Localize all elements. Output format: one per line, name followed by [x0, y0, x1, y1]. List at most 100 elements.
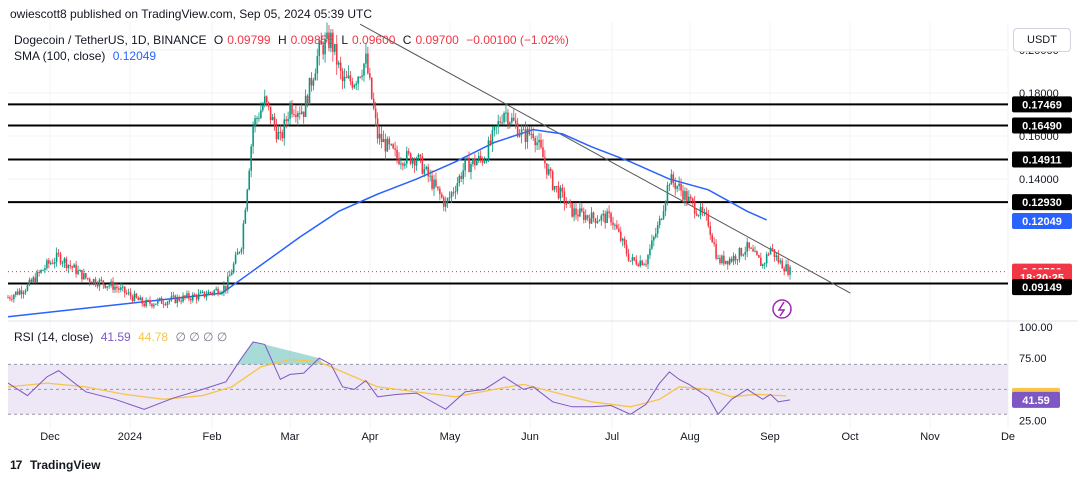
candle-body	[242, 223, 245, 249]
candle-body	[452, 192, 455, 194]
candle-body	[645, 264, 647, 266]
candle-body	[493, 126, 496, 131]
candle-body	[14, 291, 17, 296]
candle-body	[339, 62, 342, 71]
candle-body	[654, 233, 657, 237]
candle-body	[188, 293, 190, 299]
candle-body	[400, 163, 402, 165]
candle-body	[193, 294, 196, 296]
candle-body	[230, 272, 233, 276]
close-label: C	[402, 33, 412, 47]
candle-body	[761, 264, 764, 266]
candle-body	[614, 224, 616, 226]
high-value: 0.09855	[290, 33, 335, 47]
rsi-value: 41.59	[100, 330, 131, 344]
price-tags: 0.174690.164900.149110.129300.120490.097…	[1012, 96, 1072, 408]
candle-body	[271, 116, 274, 121]
main-legend: Dogecoin / TetherUS, 1D, BINANCE O 0.0979…	[14, 33, 573, 47]
candle-body	[507, 112, 509, 125]
candle-body	[584, 215, 587, 220]
candle-body	[619, 231, 622, 241]
candle-body	[503, 112, 505, 123]
candle-body	[649, 248, 651, 256]
candle-body	[42, 269, 44, 271]
candle-body	[227, 276, 229, 290]
candle-body	[760, 257, 762, 266]
candle-body	[725, 260, 727, 264]
currency-button[interactable]: USDT	[1013, 28, 1071, 52]
time-axis-label: De	[1001, 431, 1015, 443]
candle-body	[421, 156, 424, 174]
candle-body	[353, 85, 356, 88]
candle-body	[98, 279, 101, 287]
axes: 0.200000.180000.160000.14000100.0075.002…	[40, 45, 1059, 443]
candle-body	[190, 298, 192, 301]
time-axis-label: Aug	[680, 431, 700, 443]
candle-body	[417, 154, 420, 160]
candle-body	[561, 187, 564, 192]
candle-body	[736, 259, 739, 261]
candle-body	[717, 257, 719, 259]
candle-body	[156, 299, 159, 304]
candle-body	[538, 139, 540, 143]
price-tag-bg	[1012, 194, 1072, 211]
candle-body	[316, 56, 319, 74]
candle-body	[129, 292, 132, 297]
candle-body	[308, 77, 311, 105]
candle-body	[211, 292, 214, 294]
candle-body	[137, 297, 140, 301]
candle-body	[404, 163, 406, 166]
candle-body	[695, 213, 698, 216]
candle-body	[295, 114, 297, 118]
candle-body	[715, 244, 717, 259]
candle-body	[273, 116, 276, 126]
candle-body	[499, 121, 501, 123]
time-axis-label: Sep	[760, 431, 780, 443]
candle-body	[365, 53, 367, 64]
candle-body	[470, 164, 472, 173]
candle-body	[425, 166, 428, 169]
candle-body	[528, 128, 531, 135]
candle-body	[775, 255, 778, 258]
candle-body	[158, 297, 161, 300]
candle-body	[547, 168, 550, 175]
time-axis-label: Mar	[281, 431, 300, 443]
tradingview-brand[interactable]: 17 TradingView	[10, 458, 100, 472]
candle-body	[600, 215, 603, 221]
candle-body	[509, 122, 511, 125]
candle-body	[763, 263, 766, 265]
candle-body	[69, 264, 72, 267]
candle-body	[431, 175, 433, 189]
horizontal-levels[interactable]	[8, 103, 1008, 285]
candle-body	[100, 279, 103, 281]
price-tag-bg	[1012, 213, 1072, 230]
candle-body	[110, 281, 112, 286]
candle-body	[225, 285, 227, 290]
candle-body	[289, 104, 291, 119]
candle-body	[464, 159, 466, 171]
candle-body	[334, 43, 336, 52]
candle-body	[643, 264, 645, 266]
candle-body	[701, 207, 704, 213]
candle-body	[28, 279, 31, 285]
candle-body	[285, 119, 287, 122]
candle-body	[155, 303, 157, 305]
close-value: 0.09700	[415, 33, 459, 47]
candle-body	[127, 292, 130, 294]
candle-body	[771, 248, 774, 250]
candle-body	[514, 120, 517, 124]
rsi-legend: RSI (14, close) 41.59 44.78 ∅ ∅ ∅ ∅	[14, 330, 231, 344]
candle-body	[382, 139, 385, 143]
candle-body	[372, 98, 375, 109]
candle-body	[742, 254, 745, 256]
high-label: H	[277, 33, 287, 47]
candle-body	[707, 214, 710, 227]
trendline[interactable]	[359, 23, 851, 294]
change-value: −0.00100 (−1.02%)	[466, 33, 569, 47]
candle-body	[427, 166, 429, 177]
candle-body	[318, 40, 321, 57]
candle-body	[577, 214, 579, 217]
price-tag-bg	[1012, 96, 1072, 113]
candle-body	[18, 290, 21, 295]
